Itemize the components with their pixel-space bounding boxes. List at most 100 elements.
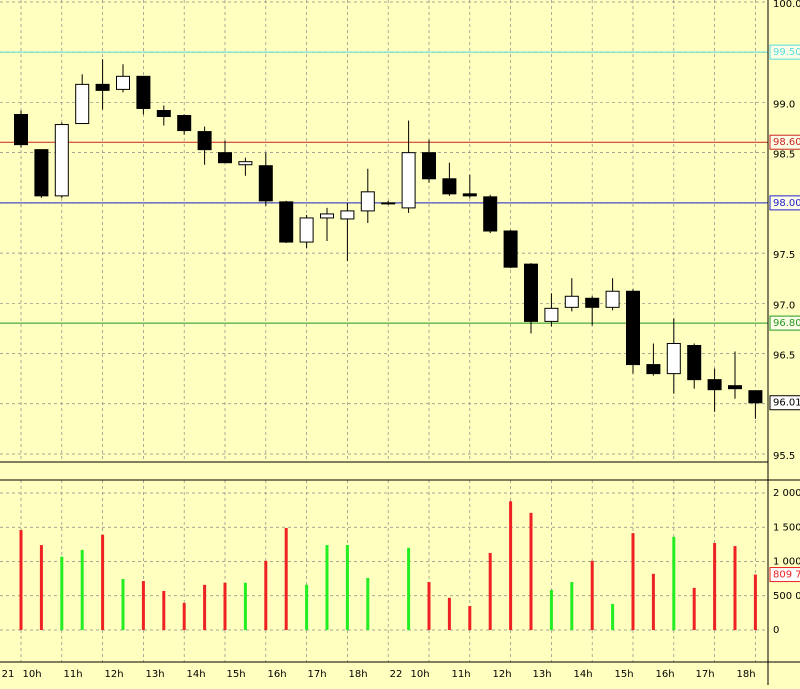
y-tick-label: 1 000 000 (773, 557, 800, 568)
volume-bar (203, 584, 207, 631)
y-tick-label: 1 500 000 (773, 522, 800, 533)
x-tick-label: 12h (104, 669, 123, 680)
x-tick-label: 16h (267, 669, 286, 680)
last-volume-label: 809 700 (773, 570, 800, 581)
volume-bar (366, 577, 370, 631)
y-tick-label: 97.5 (773, 250, 795, 261)
last-price-box (769, 395, 800, 411)
y-tick-label: 0 (773, 625, 779, 636)
y-tick-label: 95.5 (773, 451, 795, 462)
candle-body (299, 217, 314, 243)
volume-bar (182, 602, 186, 631)
volume-bar (60, 556, 64, 631)
volume-bar (753, 574, 757, 631)
candle-body (360, 191, 375, 212)
candle-body (177, 115, 192, 132)
candle-body (442, 178, 457, 195)
candle-body (524, 263, 538, 322)
volume-bar (529, 512, 533, 631)
volume-bar (651, 573, 655, 631)
candle-body (197, 131, 212, 151)
last-volume-box (769, 567, 800, 583)
marks-layer (14, 59, 763, 631)
candle-body (34, 149, 49, 197)
candle-body (728, 385, 742, 390)
x-tick-label: 10h (410, 669, 429, 680)
x-tick-label: 11h (63, 669, 82, 680)
y-tick-label: 2 000 000 (773, 488, 800, 499)
y-tick-label: 500 000 (773, 591, 800, 602)
x-tick-label: 18h (348, 669, 367, 680)
volume-bar (692, 587, 696, 631)
volume-bar (284, 527, 288, 631)
x-tick-label: 12h (492, 669, 511, 680)
candle-body (381, 202, 396, 205)
volume-bar (631, 533, 635, 631)
volume-bar (509, 501, 513, 631)
x-tick-label: 11h (451, 669, 470, 680)
candle-body (340, 210, 355, 220)
x-tick-label: 17h (695, 669, 714, 680)
candle-body (462, 193, 477, 197)
candle-body (585, 297, 600, 308)
volume-bar (590, 560, 594, 631)
volume-bar (427, 582, 431, 631)
x-tick-label: 16h (655, 669, 674, 680)
last-price-label: 96.01 (773, 398, 800, 409)
y-tick-label: 98.5 (773, 150, 795, 161)
candle-body (14, 113, 28, 146)
y-tick-label: 100.0 (773, 0, 800, 10)
candle-body (95, 83, 110, 91)
x-tick-label: 15h (614, 669, 633, 680)
candle-body (483, 196, 498, 232)
candle-body (564, 295, 579, 308)
volume-bar (243, 582, 247, 631)
level-label: 96.803 (773, 318, 800, 329)
level-label-box (769, 44, 800, 60)
volume-bar (121, 578, 125, 631)
candle-body (707, 379, 722, 391)
volume-bar (101, 534, 105, 631)
y-tick-label: 96.5 (773, 351, 795, 362)
candle-body (279, 201, 294, 243)
volume-bar (39, 545, 43, 631)
candle-body (422, 152, 436, 180)
candle-body (320, 213, 334, 219)
volume-bar (733, 546, 737, 631)
candle-body (258, 165, 273, 202)
candle-body (503, 230, 518, 268)
candle-body (666, 342, 681, 375)
x-tick-label: 22 (390, 669, 403, 680)
candle-body (626, 290, 640, 366)
x-tick-label: 10h (22, 669, 41, 680)
volume-bar (80, 549, 84, 631)
volume-bar (141, 581, 145, 631)
x-tick-label: 14h (573, 669, 592, 680)
y-tick-label: 99.0 (773, 99, 795, 110)
candle-body (136, 75, 151, 109)
candle-body (748, 390, 763, 404)
volume-bar (713, 543, 717, 631)
level-label: 98.604 (773, 137, 800, 148)
level-label: 98.000 (773, 198, 800, 209)
level-label-box (769, 134, 800, 150)
candle-body (156, 109, 171, 118)
volume-bar (19, 530, 23, 631)
volume-bar (570, 582, 574, 631)
candle-body (687, 344, 702, 381)
x-tick-label: 18h (736, 669, 755, 680)
volume-bar (447, 597, 451, 631)
volume-bar (488, 552, 492, 631)
level-label: 99.501 (773, 47, 800, 58)
candle-body (218, 152, 232, 164)
volume-bar (223, 582, 227, 631)
candle-body (54, 124, 69, 197)
level-label-box (769, 195, 800, 211)
candle-body (116, 75, 130, 90)
volume-bar (672, 536, 676, 631)
volume-bar (305, 584, 309, 631)
x-tick-label: 13h (532, 669, 551, 680)
